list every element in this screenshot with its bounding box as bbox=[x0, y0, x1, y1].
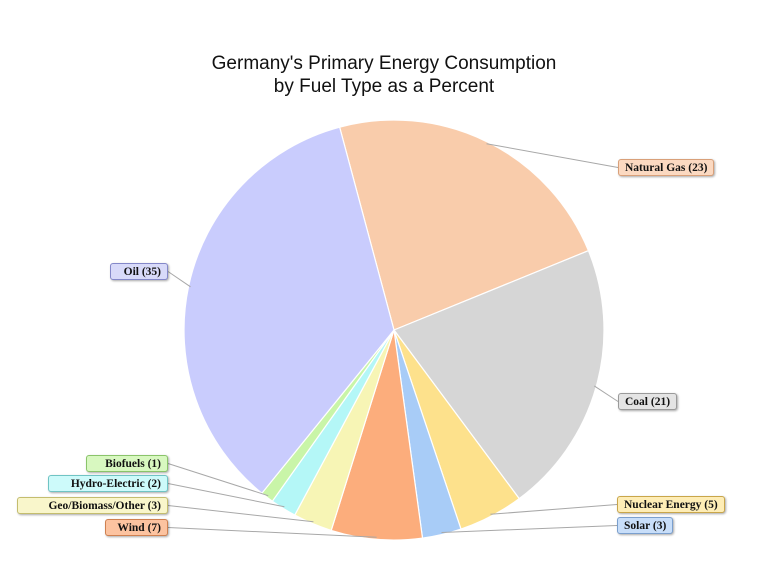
leader-line bbox=[167, 271, 191, 288]
leader-line bbox=[441, 525, 618, 533]
leader-line bbox=[594, 385, 619, 402]
label-leader-lines bbox=[167, 143, 619, 538]
pie-slice-oil bbox=[183, 126, 395, 495]
chart-title-line-1: Germany's Primary Energy Consumption bbox=[211, 53, 557, 74]
leader-line bbox=[486, 143, 619, 168]
leader-line bbox=[167, 483, 285, 508]
slice-label-biofuels: Biofuels (1) bbox=[86, 455, 168, 472]
slice-label-hydro-electric: Hydro-Electric (2) bbox=[48, 475, 168, 492]
slice-label-geo-biomass-other: Geo/Biomass/Other (3) bbox=[17, 497, 168, 514]
pie-slice-natural-gas bbox=[338, 119, 590, 331]
chart-title: Germany's Primary Energy Consumption by … bbox=[0, 52, 768, 98]
chart-title-line-2: by Fuel Type as a Percent bbox=[273, 76, 495, 97]
leader-line bbox=[167, 463, 269, 497]
pie-slice-coal bbox=[393, 249, 605, 500]
slice-label-nuclear-energy: Nuclear Energy (5) bbox=[617, 496, 725, 513]
leader-line bbox=[167, 505, 314, 523]
slice-label-solar: Solar (3) bbox=[617, 517, 674, 534]
slice-label-coal: Coal (21) bbox=[618, 393, 678, 410]
slice-label-wind: Wind (7) bbox=[105, 519, 168, 536]
slice-label-oil: Oil (35) bbox=[110, 263, 168, 280]
pie-slices bbox=[183, 119, 605, 541]
slice-label-natural-gas: Natural Gas (23) bbox=[618, 159, 715, 176]
leader-line bbox=[167, 527, 377, 538]
leader-line bbox=[490, 504, 618, 515]
